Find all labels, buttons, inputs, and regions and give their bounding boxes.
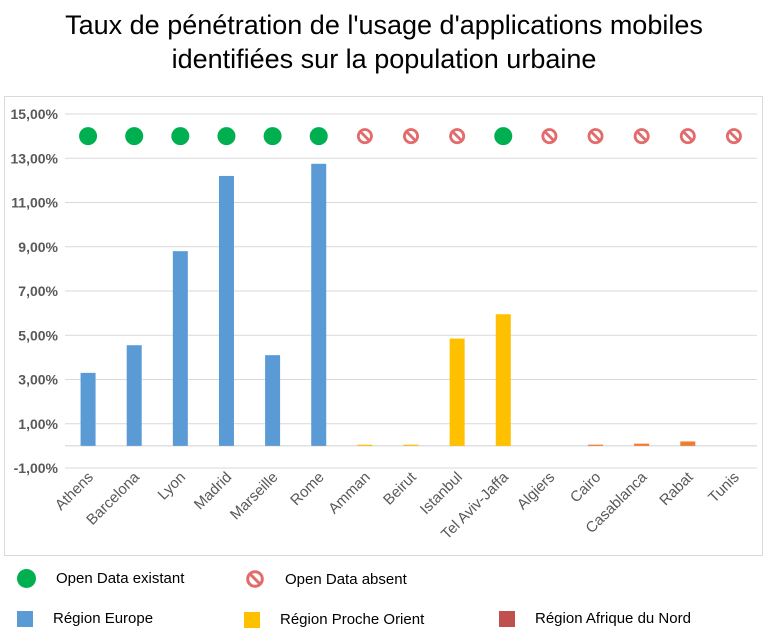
chart-title: Taux de pénétration de l'usage d'applica… [0,8,768,76]
legend-label-proche: Région Proche Orient [280,611,425,628]
prohibited-icon [449,128,466,145]
plot-area-frame [4,96,763,556]
x-tick-label: Marseille [227,469,281,523]
x-tick-label: Tunis [705,469,743,507]
legend-item-afrique: Région Afrique du Nord [499,610,691,627]
region-europe-swatch [17,610,33,627]
y-tick-label: 3,00% [18,372,58,388]
open-data-existant-marker [171,127,190,146]
prohibited-icon [679,128,696,145]
bar [680,441,696,446]
legend-label-open-absent: Open Data absent [285,570,407,588]
x-tick-label: Algiers [514,469,558,513]
open-data-existant-marker [79,127,98,146]
bar [449,338,465,446]
legend-item-proche: Région Proche Orient [244,611,424,628]
y-tick-label: -1,00% [14,460,59,476]
open-data-existant-marker [263,127,282,146]
bar [403,444,419,446]
prohibited-icon [246,570,264,588]
x-tick-label: Amman [325,469,374,518]
bar [218,175,234,446]
bar [634,443,650,446]
chart-title-line-2: identifiées sur la population urbaine [171,44,597,74]
bar [588,444,604,446]
bar [495,314,511,446]
prohibited-icon [356,128,373,145]
x-tick-label: Beirut [380,468,420,508]
y-tick-label: 13,00% [11,150,59,166]
prohibited-icon [633,128,650,145]
bar [172,251,188,446]
open-data-existant-marker [309,127,328,146]
x-tick-label: Cairo [567,469,604,506]
bar-chart: -1,00% 1,00% 3,00% 5,00% 7,00% 9,00% 11,00% 13,… [11,106,757,543]
bar [265,355,281,446]
y-tick-label: 11,00% [11,195,58,211]
x-tick-label: Lyon [155,469,190,504]
prohibited-icon [541,128,558,145]
y-tick-label: 5,00% [18,327,58,343]
y-tick-label: 1,00% [18,416,58,432]
legend-label-europe: Région Europe [53,610,154,627]
prohibited-icon [725,128,742,145]
y-tick-label: 15,00% [11,106,59,122]
x-tick-label: Madrid [191,469,235,513]
legend-item-open-absent: Open Data absent [245,569,407,589]
chart-title-line-1: Taux de pénétration de l'usage d'applica… [65,10,703,40]
open-data-existant-marker [17,569,36,588]
x-tick-label: Rabat [656,468,697,509]
bar [126,345,142,446]
open-data-existant-marker [217,127,236,146]
x-tick-label: Athens [52,469,97,514]
region-proche-orient-swatch [244,611,260,628]
legend-item-europe: Région Europe [17,610,153,627]
open-data-existant-marker [494,127,513,146]
bar [357,444,373,446]
open-data-existant-marker [125,127,144,146]
prohibited-icon [402,128,419,145]
legend-item-open-existant: Open Data existant [17,569,184,588]
y-tick-label: 9,00% [18,239,58,255]
x-tick-label: Rome [287,469,327,509]
legend-label-open-existant: Open Data existant [56,570,185,587]
region-afrique-swatch [499,610,515,627]
bar [311,163,327,446]
legend-label-afrique: Région Afrique du Nord [535,610,691,627]
bar [80,372,96,446]
prohibited-icon [587,128,604,145]
y-tick-label: 7,00% [18,283,58,299]
legend: Open Data existant Open Data absent Régi… [0,560,768,635]
